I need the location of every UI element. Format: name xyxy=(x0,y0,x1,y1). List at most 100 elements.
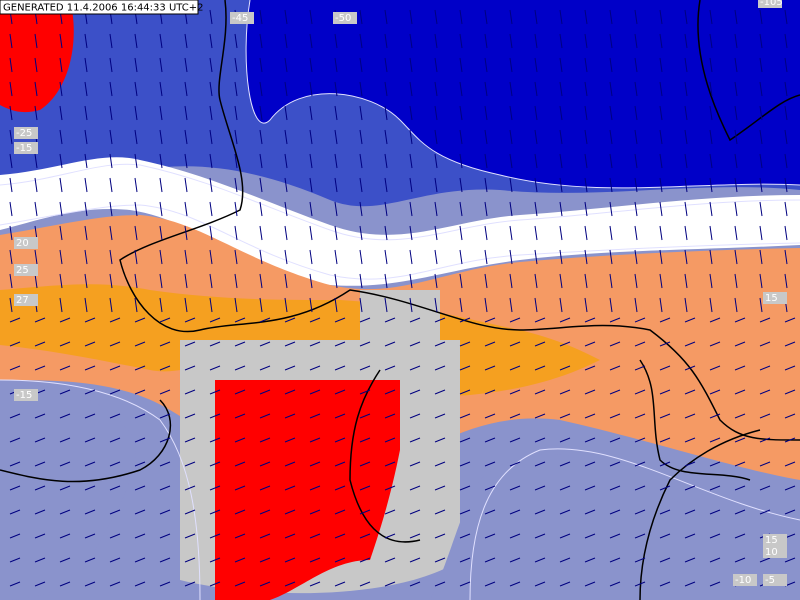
wind-barb xyxy=(284,437,296,443)
wind-barb xyxy=(459,533,471,539)
wind-barb xyxy=(634,33,638,49)
wind-barb xyxy=(534,557,546,563)
wind-barb xyxy=(309,557,321,563)
wind-barb xyxy=(409,461,421,467)
wind-barb xyxy=(509,437,521,443)
wind-barb xyxy=(334,485,346,491)
wind-barb xyxy=(334,225,338,241)
wind-barb xyxy=(759,461,771,467)
wind-barb xyxy=(734,533,746,539)
wind-barb xyxy=(134,533,146,539)
wind-barb xyxy=(84,437,96,443)
wind-barb xyxy=(509,129,513,145)
wind-barb xyxy=(784,81,788,97)
wind-barb xyxy=(484,485,496,491)
wind-barb xyxy=(409,485,421,491)
wind-barb xyxy=(734,557,746,563)
wind-barb xyxy=(159,129,163,145)
wind-barb xyxy=(484,341,496,347)
wind-barb xyxy=(409,105,413,121)
wind-barb xyxy=(409,273,413,289)
wind-barb xyxy=(734,297,738,313)
wind-barb xyxy=(759,81,763,97)
contour-label: 20 xyxy=(16,238,29,249)
wind-barb xyxy=(584,581,596,587)
wind-barb xyxy=(509,9,513,25)
wind-barb xyxy=(684,485,696,491)
wind-barb xyxy=(709,273,713,289)
wind-barb xyxy=(59,33,63,49)
wind-barb xyxy=(209,317,221,323)
wind-barb xyxy=(284,557,296,563)
wind-barb xyxy=(34,557,46,563)
wind-barb xyxy=(209,533,221,539)
wind-barb xyxy=(209,225,213,241)
wind-barb xyxy=(509,557,521,563)
wind-barb xyxy=(234,365,246,371)
wind-barb xyxy=(434,57,438,73)
wind-barb xyxy=(259,105,263,121)
wind-barb xyxy=(434,389,446,395)
wind-barb xyxy=(759,273,763,289)
wind-barb xyxy=(484,437,496,443)
wind-barb xyxy=(134,129,138,145)
wind-barb xyxy=(434,413,446,419)
wind-barb xyxy=(709,365,721,371)
wind-barb xyxy=(259,557,271,563)
wind-barb xyxy=(159,485,171,491)
wind-barb xyxy=(559,81,563,97)
wind-barb xyxy=(459,201,463,217)
wind-barb xyxy=(659,413,671,419)
wind-barb xyxy=(284,509,296,515)
wind-barb xyxy=(734,341,746,347)
wind-barb xyxy=(584,317,596,323)
wind-barb xyxy=(184,581,196,587)
wind-barb xyxy=(209,57,213,73)
wind-barb xyxy=(84,509,96,515)
label-bg xyxy=(763,546,787,558)
wind-barb xyxy=(59,509,71,515)
wind-barb xyxy=(259,177,263,193)
wind-barb xyxy=(84,225,88,241)
wind-barb xyxy=(209,129,213,145)
wind-barb xyxy=(684,129,688,145)
wind-barb xyxy=(59,581,71,587)
wind-barb xyxy=(134,461,146,467)
wind-barb xyxy=(9,105,13,121)
wind-barb xyxy=(709,389,721,395)
wind-barb xyxy=(559,581,571,587)
wind-barb xyxy=(509,413,521,419)
wind-barb xyxy=(309,249,313,265)
wind-barb xyxy=(734,365,746,371)
wind-barb xyxy=(709,153,713,169)
wind-barb xyxy=(709,461,721,467)
wind-barb xyxy=(334,389,346,395)
wind-barb xyxy=(709,177,713,193)
wind-barb xyxy=(384,81,388,97)
wind-barb xyxy=(59,317,71,323)
wind-barb xyxy=(509,485,521,491)
wind-barb xyxy=(109,509,121,515)
wind-barb xyxy=(234,225,238,241)
wind-barb xyxy=(734,509,746,515)
wind-barb xyxy=(659,249,663,265)
wind-barb xyxy=(409,81,413,97)
wind-barb xyxy=(759,33,763,49)
wind-barb xyxy=(234,273,238,289)
wind-barb xyxy=(734,437,746,443)
wind-barb xyxy=(259,297,263,313)
wind-barb xyxy=(84,485,96,491)
wind-barb xyxy=(459,273,463,289)
wind-barb xyxy=(684,249,688,265)
wind-barb xyxy=(784,509,796,515)
wind-barb xyxy=(434,153,438,169)
wind-barb xyxy=(784,249,788,265)
wind-barb xyxy=(359,533,371,539)
wind-barb xyxy=(84,105,88,121)
wind-barb xyxy=(334,317,346,323)
wind-barb xyxy=(534,533,546,539)
wind-barb xyxy=(134,485,146,491)
wind-barb xyxy=(559,509,571,515)
wind-barb xyxy=(159,389,171,395)
wind-barb xyxy=(9,437,21,443)
